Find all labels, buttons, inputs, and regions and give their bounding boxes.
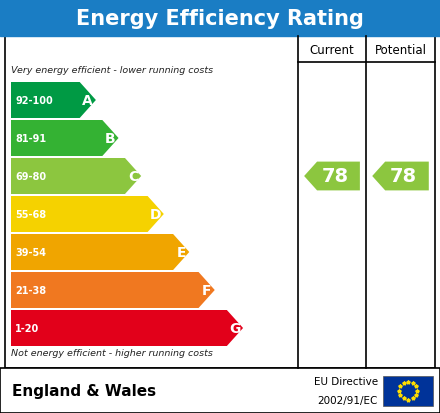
Text: 21-38: 21-38 <box>15 285 46 295</box>
Polygon shape <box>372 162 429 191</box>
Text: 78: 78 <box>390 167 417 186</box>
Text: C: C <box>128 170 138 183</box>
Text: A: A <box>82 94 93 108</box>
Text: Current: Current <box>310 43 354 56</box>
Text: Energy Efficiency Rating: Energy Efficiency Rating <box>76 9 364 28</box>
Polygon shape <box>11 197 164 233</box>
Polygon shape <box>11 272 215 308</box>
Text: 2002/91/EC: 2002/91/EC <box>318 395 378 405</box>
Text: 92-100: 92-100 <box>15 96 53 106</box>
Text: EU Directive: EU Directive <box>314 376 378 386</box>
Text: Not energy efficient - higher running costs: Not energy efficient - higher running co… <box>11 348 213 357</box>
Text: 55-68: 55-68 <box>15 209 46 219</box>
Polygon shape <box>304 162 360 191</box>
Text: Very energy efficient - lower running costs: Very energy efficient - lower running co… <box>11 66 213 75</box>
Text: 81-91: 81-91 <box>15 134 46 144</box>
Text: F: F <box>202 283 211 297</box>
Bar <box>5 37 435 368</box>
Polygon shape <box>11 310 243 346</box>
Text: G: G <box>229 321 241 335</box>
Text: 78: 78 <box>322 167 349 186</box>
Polygon shape <box>11 159 141 195</box>
Polygon shape <box>11 121 118 157</box>
Text: B: B <box>105 132 116 146</box>
Text: Potential: Potential <box>374 43 426 56</box>
Text: 69-80: 69-80 <box>15 171 46 182</box>
Bar <box>0 0 440 37</box>
Polygon shape <box>11 235 189 271</box>
Text: D: D <box>150 207 161 221</box>
Text: England & Wales: England & Wales <box>12 383 156 398</box>
Bar <box>383 375 433 406</box>
Polygon shape <box>11 83 96 119</box>
Bar <box>0 368 440 413</box>
Text: E: E <box>176 245 186 259</box>
Text: 1-20: 1-20 <box>15 323 39 333</box>
Text: 39-54: 39-54 <box>15 247 46 257</box>
